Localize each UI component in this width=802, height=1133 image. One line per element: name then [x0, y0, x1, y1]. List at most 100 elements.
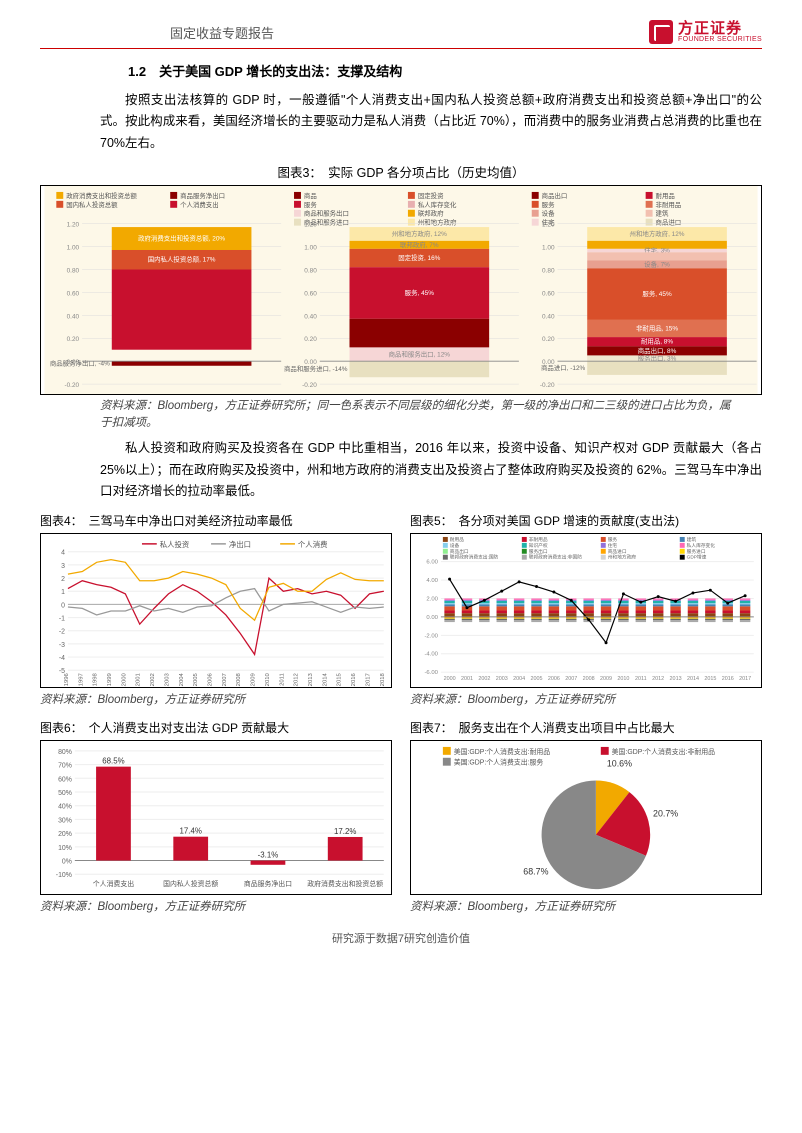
- svg-text:2004: 2004: [513, 676, 525, 682]
- svg-text:个人消费支出: 个人消费支出: [93, 879, 134, 888]
- svg-text:2003: 2003: [164, 672, 170, 686]
- chart5-source: 资料来源：Bloomberg，方正证券研究所: [410, 691, 762, 707]
- svg-text:私人投资: 私人投资: [160, 540, 190, 549]
- logo: 方正证券 FOUNDER SECURITIES: [649, 20, 762, 44]
- svg-text:商品出口, 8%: 商品出口, 8%: [638, 346, 677, 355]
- svg-text:私人库存变化: 私人库存变化: [418, 200, 457, 209]
- svg-text:2012: 2012: [652, 676, 664, 682]
- svg-text:2007: 2007: [222, 673, 228, 686]
- footer: 研究源于数据7研究创造价值: [40, 930, 762, 946]
- svg-text:商品出口: 商品出口: [450, 548, 469, 555]
- svg-text:2014: 2014: [322, 672, 328, 686]
- svg-text:2007: 2007: [565, 676, 577, 682]
- svg-text:20%: 20%: [58, 831, 72, 838]
- svg-text:商品服务净出口: 商品服务净出口: [180, 191, 225, 200]
- svg-text:个人消费支出: 个人消费支出: [180, 200, 219, 209]
- svg-text:1998: 1998: [93, 672, 99, 686]
- svg-text:2010: 2010: [617, 676, 629, 682]
- svg-text:2008: 2008: [583, 676, 595, 682]
- svg-text:2005: 2005: [193, 672, 199, 686]
- svg-text:1999: 1999: [107, 673, 113, 686]
- svg-text:国内私人投资总额, 17%: 国内私人投资总额, 17%: [148, 254, 216, 263]
- svg-text:州和地方政府: 州和地方政府: [608, 554, 637, 561]
- svg-text:2006: 2006: [208, 672, 214, 686]
- svg-text:0.00: 0.00: [304, 359, 317, 366]
- svg-text:商品服务净出口: 商品服务净出口: [244, 879, 292, 888]
- svg-text:-2.00: -2.00: [424, 633, 438, 639]
- svg-text:0.20: 0.20: [67, 336, 80, 343]
- svg-text:2010: 2010: [265, 672, 271, 686]
- svg-text:州和地方政府, 12%: 州和地方政府, 12%: [392, 229, 447, 238]
- svg-text:耐用品: 耐用品: [450, 536, 464, 543]
- svg-text:-0.20: -0.20: [302, 382, 317, 389]
- svg-text:0.80: 0.80: [542, 267, 555, 274]
- svg-text:国内私人投资总额: 国内私人投资总额: [163, 879, 218, 888]
- svg-text:商品: 商品: [304, 191, 317, 200]
- svg-text:2009: 2009: [600, 676, 612, 682]
- svg-text:6.00: 6.00: [426, 560, 438, 566]
- svg-text:2000: 2000: [444, 676, 456, 682]
- svg-text:1.20: 1.20: [67, 221, 80, 228]
- chart4-title: 图表4： 三驾马车中净出口对美经济拉动率最低: [40, 512, 392, 529]
- svg-text:2002: 2002: [150, 673, 156, 686]
- svg-text:国内私人投资总额: 国内私人投资总额: [66, 200, 118, 209]
- svg-text:商品进口: 商品进口: [656, 217, 682, 226]
- chart3-source: 资料来源：Bloomberg，方正证券研究所；同一色系表示不同层级的细化分类，第…: [100, 398, 742, 433]
- svg-text:商品出口: 商品出口: [542, 191, 568, 200]
- svg-text:-0.20: -0.20: [64, 382, 79, 389]
- paragraph-2: 私人投资和政府购买及投资各在 GDP 中比重相当，2016 年以来，投资中设备、…: [100, 438, 762, 502]
- svg-text:3: 3: [61, 563, 65, 570]
- svg-text:建筑: 建筑: [656, 208, 669, 217]
- svg-text:2002: 2002: [478, 676, 490, 682]
- svg-text:0.40: 0.40: [304, 313, 317, 320]
- svg-text:固定投资: 固定投资: [418, 191, 444, 200]
- svg-text:2017: 2017: [739, 676, 751, 682]
- svg-text:2011: 2011: [635, 676, 647, 682]
- svg-text:2018: 2018: [380, 672, 386, 686]
- svg-text:2001: 2001: [136, 673, 142, 686]
- svg-text:2005: 2005: [530, 676, 542, 682]
- svg-text:私人库存变化: 私人库存变化: [687, 542, 716, 549]
- svg-text:2000: 2000: [121, 672, 127, 686]
- svg-text:设备, 7%: 设备, 7%: [644, 259, 670, 268]
- chart6: -10%0%10%20%30%40%50%60%70%80%68.5%个人消费支…: [40, 740, 392, 895]
- logo-en: FOUNDER SECURITIES: [678, 36, 762, 43]
- svg-text:2011: 2011: [279, 673, 285, 686]
- svg-text:0.80: 0.80: [304, 267, 317, 274]
- chart4-source: 资料来源：Bloomberg，方正证券研究所: [40, 691, 392, 707]
- svg-text:联邦政府消费支出:国防: 联邦政府消费支出:国防: [450, 554, 499, 561]
- svg-text:商品进口, -12%: 商品进口, -12%: [541, 363, 586, 372]
- svg-text:服务: 服务: [304, 200, 317, 209]
- svg-text:1997: 1997: [78, 673, 84, 686]
- svg-text:1.00: 1.00: [67, 244, 80, 251]
- svg-text:美国:GDP:个人消费支出:非耐用品: 美国:GDP:个人消费支出:非耐用品: [612, 747, 715, 756]
- svg-text:80%: 80%: [58, 749, 72, 756]
- svg-text:2: 2: [61, 576, 65, 583]
- svg-text:70%: 70%: [58, 763, 72, 770]
- svg-text:1.00: 1.00: [304, 244, 317, 251]
- chart7-source: 资料来源：Bloomberg，方正证券研究所: [410, 898, 762, 914]
- svg-text:0.60: 0.60: [542, 290, 555, 297]
- svg-text:2006: 2006: [548, 676, 560, 682]
- svg-text:GDP增速: GDP增速: [687, 554, 707, 561]
- svg-text:2016: 2016: [351, 672, 357, 686]
- svg-text:服务, 45%: 服务, 45%: [405, 288, 435, 297]
- svg-text:0.20: 0.20: [304, 336, 317, 343]
- svg-text:商品进口: 商品进口: [608, 548, 627, 555]
- svg-text:美国:GDP:个人消费支出:服务: 美国:GDP:个人消费支出:服务: [454, 758, 544, 767]
- logo-cn: 方正证券: [678, 21, 762, 36]
- svg-text:1: 1: [61, 589, 65, 596]
- svg-text:2013: 2013: [308, 672, 314, 686]
- svg-text:0.40: 0.40: [67, 313, 80, 320]
- svg-text:州和地方政府, 12%: 州和地方政府, 12%: [630, 229, 685, 238]
- svg-text:商品和服务进口, -14%: 商品和服务进口, -14%: [284, 364, 348, 373]
- svg-text:2.00: 2.00: [426, 596, 438, 602]
- svg-text:2004: 2004: [179, 672, 185, 686]
- chart3-title: 图表3： 实际 GDP 各分项占比（历史均值）: [40, 162, 762, 181]
- svg-text:设备: 设备: [542, 208, 555, 217]
- svg-text:2014: 2014: [687, 676, 699, 682]
- svg-text:-4: -4: [59, 655, 65, 662]
- svg-text:非耐用品, 15%: 非耐用品, 15%: [636, 323, 678, 332]
- svg-text:政府消费支出和投资总额: 政府消费支出和投资总额: [66, 191, 137, 200]
- svg-text:17.2%: 17.2%: [334, 827, 356, 836]
